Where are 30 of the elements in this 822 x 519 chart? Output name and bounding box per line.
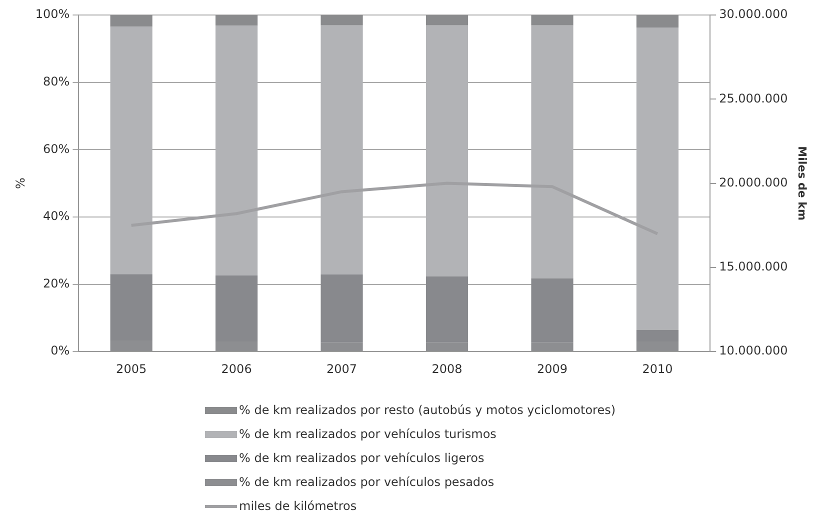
y2-tick-label: 15.000.000 xyxy=(719,260,788,274)
y-tick-label: 0% xyxy=(50,344,70,358)
bar xyxy=(426,15,468,26)
bar xyxy=(110,15,152,27)
legend-label: % de km realizados por resto (autobús y motos yciclomotores) xyxy=(239,403,616,417)
y2-tick-label: 20.000.000 xyxy=(719,175,788,190)
y-tick-label: 40% xyxy=(43,209,70,224)
legend-label: % de km realizados por vehículos turismos xyxy=(239,427,496,441)
y2-axis-title: Miles de km xyxy=(796,146,809,220)
y2-tick-label: 30.000.000 xyxy=(719,7,788,22)
y2-tick-label: 10.000.000 xyxy=(719,344,788,358)
x-tick-label: 2006 xyxy=(221,362,252,376)
bar xyxy=(636,15,679,28)
legend-label: % de km realizados por vehículos pesados xyxy=(239,475,494,489)
y-tick-label: 20% xyxy=(43,276,70,290)
y-tick-label: 60% xyxy=(43,142,70,156)
y-axis-title: % xyxy=(13,178,28,190)
y-tick-label: 100% xyxy=(35,7,70,22)
bar xyxy=(531,15,574,26)
bar xyxy=(320,15,363,26)
legend-label: miles de kilómetros xyxy=(239,499,357,513)
legend-label: % de km realizados por vehículos ligeros xyxy=(239,451,484,465)
x-tick-label: 2010 xyxy=(642,362,673,376)
bar xyxy=(216,15,258,26)
y-tick-label: 80% xyxy=(43,74,70,88)
x-tick-label: 2005 xyxy=(116,362,147,376)
x-tick-label: 2007 xyxy=(326,362,358,376)
y2-tick-label: 25.000.000 xyxy=(719,91,788,106)
x-tick-label: 2009 xyxy=(536,362,568,376)
x-tick-label: 2008 xyxy=(432,362,462,376)
